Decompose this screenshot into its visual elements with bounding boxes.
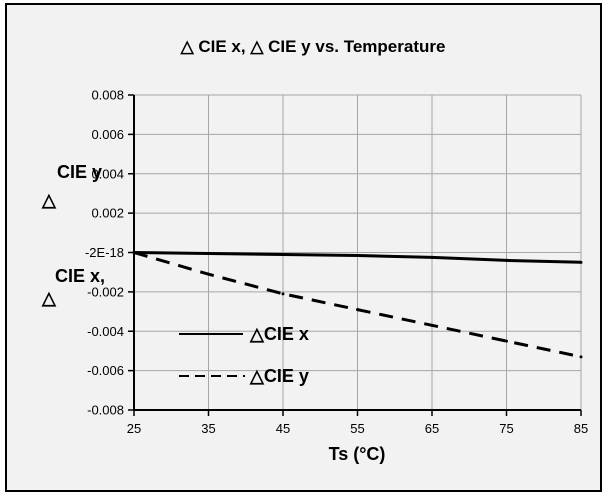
series-lines (132, 251, 583, 359)
y-tick-labels: -0.008 -0.006 -0.004 -0.002 -2E-18 0.002 0.004… (85, 88, 124, 418)
x-tick-label: 65 (425, 421, 439, 436)
x-tick-label: 75 (499, 421, 513, 436)
x-tick-label: 35 (201, 421, 215, 436)
legend: △CIE x △CIE y (179, 324, 309, 386)
y-tick-label: -0.008 (87, 403, 124, 418)
x-tick-label: 45 (276, 421, 290, 436)
series-point-cie-x (281, 252, 285, 256)
y-tick-label: -0.002 (87, 284, 124, 299)
x-tick-labels: 25 35 45 55 65 75 85 (127, 421, 588, 436)
y-tick-label: -2E-18 (85, 245, 124, 260)
x-tick-label: 25 (127, 421, 141, 436)
chart-title: △ CIE x, △ CIE y vs. Temperature (180, 37, 446, 56)
series-point-cie-y (505, 339, 508, 343)
x-tick-label: 55 (350, 421, 364, 436)
x-tick-label: 85 (574, 421, 588, 436)
series-point-cie-x (579, 260, 583, 264)
y-tick-label: 0.004 (91, 166, 124, 181)
y-axis-label-line-2: △ (41, 190, 57, 210)
y-tick-label: 0.002 (91, 206, 124, 221)
series-point-cie-x (430, 255, 434, 259)
series-point-cie-y (356, 308, 359, 312)
y-axis-label-line-4: △ (41, 288, 57, 308)
y-axis-label-line-1: CIE y (57, 162, 102, 182)
legend-label-cie-x: △CIE x (249, 324, 309, 344)
series-point-cie-y (132, 251, 136, 254)
x-axis-label: Ts (°C) (329, 444, 386, 464)
series-point-cie-x (356, 253, 359, 257)
series-point-cie-y (207, 272, 210, 276)
series-point-cie-x (207, 251, 210, 255)
series-point-cie-y (430, 323, 434, 327)
y-tick-label: -0.004 (87, 324, 124, 339)
y-axis-label-line-3: CIE x, (55, 266, 105, 286)
legend-label-cie-y: △CIE y (249, 366, 309, 386)
series-point-cie-y (281, 292, 285, 296)
y-tick-label: -0.006 (87, 363, 124, 378)
series-point-cie-x (505, 258, 508, 262)
series-point-cie-y (579, 355, 583, 359)
y-tick-label: 0.006 (91, 127, 124, 142)
y-tick-label: 0.008 (91, 88, 124, 103)
